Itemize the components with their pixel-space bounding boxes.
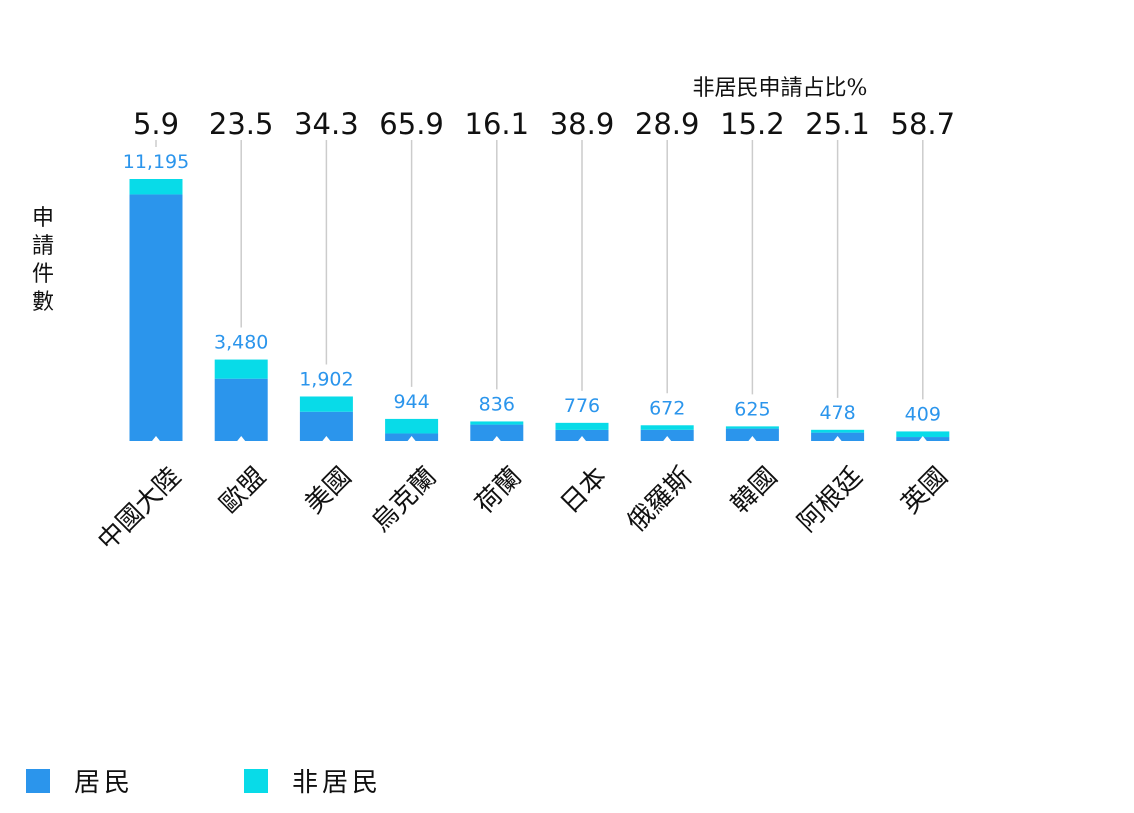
bar-non-resident [130, 179, 183, 194]
bar-non-resident [215, 360, 268, 379]
share-label: 38.9 [550, 107, 615, 141]
share-label: 16.1 [465, 107, 530, 141]
total-label: 672 [649, 397, 685, 419]
total-label: 625 [734, 398, 770, 420]
legend-label-resident: 居民 [74, 762, 134, 799]
total-label: 944 [393, 391, 429, 413]
legend-swatch-resident [26, 769, 50, 793]
total-label: 478 [819, 402, 855, 424]
legend-item-resident: 居民 [26, 762, 134, 799]
x-tick-labels: 中國大陸歐盟美國烏克蘭荷蘭日本俄羅斯韓國阿根廷英國 [92, 462, 954, 557]
bar-resident [215, 379, 268, 441]
share-label: 25.1 [805, 107, 870, 141]
share-label: 23.5 [209, 107, 274, 141]
y-axis-label-char: 申 [32, 206, 54, 231]
bar-non-resident [726, 426, 779, 428]
x-tick-label: 美國 [299, 462, 357, 520]
share-label: 15.2 [720, 107, 785, 141]
share-title: 非居民申請占比% [693, 76, 868, 101]
share-label: 58.7 [891, 107, 956, 141]
bar-non-resident [300, 396, 353, 411]
bar-non-resident [641, 425, 694, 430]
x-tick-label: 韓國 [725, 462, 783, 520]
share-label: 5.9 [133, 107, 179, 141]
bar-non-resident [470, 421, 523, 424]
y-axis-label: 申請件數 [32, 206, 54, 315]
total-label: 11,195 [123, 151, 189, 173]
x-tick-label: 俄羅斯 [622, 462, 698, 538]
y-axis-label-char: 數 [32, 290, 54, 315]
y-axis-label-char: 件 [32, 262, 54, 287]
x-tick-label: 阿根廷 [792, 462, 868, 538]
bar-non-resident [556, 423, 609, 430]
x-tick-label: 烏克蘭 [366, 462, 442, 538]
legend-swatch-non-resident [244, 769, 268, 793]
x-tick-label: 荷蘭 [470, 462, 528, 520]
legend-item-non-resident: 非居民 [244, 762, 382, 799]
total-label: 836 [479, 393, 515, 415]
x-tick-label: 英國 [896, 462, 954, 520]
total-label: 409 [905, 403, 941, 425]
x-tick-label: 中國大陸 [92, 462, 187, 557]
x-tick-label: 歐盟 [214, 462, 272, 520]
total-label: 776 [564, 395, 600, 417]
share-label: 65.9 [379, 107, 444, 141]
bar-resident [130, 194, 183, 441]
total-label: 3,480 [214, 332, 268, 354]
total-label: 1,902 [299, 368, 353, 390]
y-axis-label-char: 請 [32, 234, 54, 259]
x-tick-label: 日本 [555, 462, 613, 520]
bar-non-resident [385, 419, 438, 434]
share-label: 34.3 [294, 107, 359, 141]
bar-non-resident [811, 430, 864, 433]
share-label: 28.9 [635, 107, 700, 141]
leader-lines [156, 140, 923, 399]
stacked-bar-chart: 非居民申請占比% 申請件數 11,195 3,480 1,902 944 836 776 6… [0, 0, 1134, 740]
legend-label-non-resident: 非居民 [292, 762, 382, 799]
legend: 居民 非居民 [26, 762, 492, 799]
share-labels: 5.9 23.5 34.3 65.9 16.1 38.9 28.9 15.2 25.1 58.7 [133, 107, 955, 141]
